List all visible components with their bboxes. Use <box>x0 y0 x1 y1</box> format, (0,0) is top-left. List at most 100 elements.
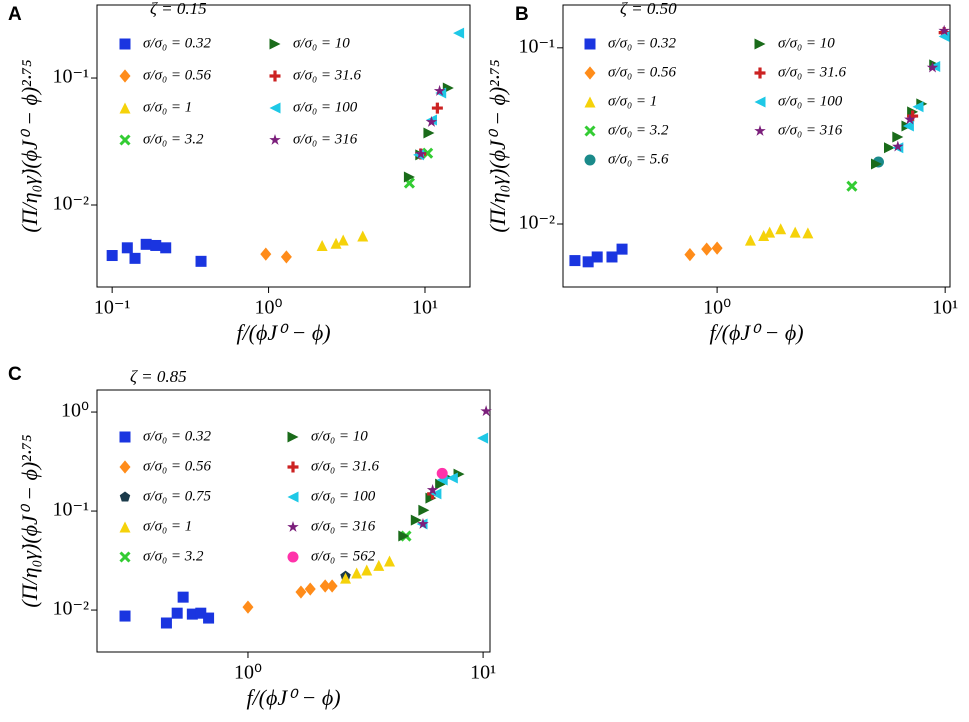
legend-label: σ/σ₀ = 100 <box>311 488 376 504</box>
marker <box>480 405 492 417</box>
legend-label: σ/σ₀ = 316 <box>311 518 376 534</box>
marker <box>430 488 442 500</box>
x-tick-label: 10⁰ <box>255 297 283 319</box>
legend-label: σ/σ₀ = 3.2 <box>143 131 204 147</box>
x-tick-label: 10¹ <box>470 662 496 684</box>
legend-marker <box>119 69 131 83</box>
marker <box>260 247 272 261</box>
marker <box>195 607 207 619</box>
marker <box>846 180 858 192</box>
y-tick-label: 10⁻¹ <box>52 66 89 88</box>
marker <box>435 478 447 490</box>
marker <box>904 113 916 125</box>
marker <box>775 223 787 235</box>
marker-stroke <box>119 551 131 563</box>
marker <box>423 127 435 139</box>
marker <box>410 514 422 526</box>
legend-marker <box>119 134 131 146</box>
marker <box>433 84 446 96</box>
x-axis-label: f/(ϕJ⁰ − ϕ) <box>709 320 803 345</box>
marker <box>316 239 328 251</box>
legend-label: σ/σ₀ = 100 <box>293 99 358 115</box>
marker <box>802 227 814 239</box>
marker <box>422 147 434 159</box>
marker <box>684 248 696 262</box>
y-tick-label: 10⁻¹ <box>52 499 89 521</box>
panel-title: ζ = 0.15 <box>150 0 207 18</box>
x-tick-label: 10⁰ <box>234 662 262 684</box>
y-tick-label: 10⁻² <box>52 193 89 215</box>
marker <box>789 226 801 238</box>
legend-marker <box>584 125 596 137</box>
legend-marker <box>584 154 596 166</box>
marker <box>160 617 172 629</box>
marker <box>926 61 939 73</box>
marker <box>106 250 118 262</box>
panel-title: ζ = 0.85 <box>130 367 187 386</box>
marker-stroke <box>119 134 131 146</box>
legend-marker <box>269 133 281 145</box>
legend-marker <box>584 66 596 80</box>
legend-label: σ/σ₀ = 31.6 <box>778 64 847 80</box>
y-tick-label: 10⁻¹ <box>518 35 555 57</box>
legend-label: σ/σ₀ = 0.75 <box>143 488 212 504</box>
plot-frame <box>96 4 471 288</box>
panel-letter: A <box>8 4 22 25</box>
y-axis-label: (Π/η₀γ̇)(ϕJ⁰ − ϕ)²·⁷⁵ <box>17 59 42 232</box>
marker <box>171 607 183 619</box>
marker <box>295 585 307 599</box>
marker <box>912 101 924 113</box>
marker <box>119 610 131 622</box>
x-axis-label: f/(ϕJ⁰ − ϕ) <box>236 320 330 345</box>
marker <box>417 517 429 529</box>
marker-stroke <box>584 125 596 137</box>
marker <box>304 582 316 596</box>
marker <box>121 242 133 254</box>
marker <box>177 591 189 603</box>
marker <box>384 555 396 567</box>
legend-marker <box>584 38 596 50</box>
legend-label: σ/σ₀ = 316 <box>778 122 843 138</box>
legend-marker <box>269 70 281 82</box>
legend-label: σ/σ₀ = 3.2 <box>608 122 669 138</box>
marker <box>871 158 883 170</box>
marker <box>340 572 352 584</box>
legend-label: σ/σ₀ = 316 <box>293 131 358 147</box>
marker <box>195 255 207 267</box>
legend-marker <box>119 431 131 443</box>
y-tick-label: 10⁻² <box>518 212 555 234</box>
marker <box>403 171 415 183</box>
legend-label: σ/σ₀ = 0.32 <box>143 35 212 51</box>
legend-label: σ/σ₀ = 0.56 <box>608 64 677 80</box>
legend-marker <box>119 491 131 502</box>
marker <box>426 483 439 495</box>
legend-marker <box>584 96 596 108</box>
legend-marker <box>269 102 281 114</box>
legend-label: σ/σ₀ = 100 <box>778 93 843 109</box>
marker <box>606 251 618 263</box>
y-axis-label: (Π/η₀γ̇)(ϕJ⁰ − ϕ)²·⁷⁵ <box>485 59 510 232</box>
marker <box>361 564 373 576</box>
marker <box>242 600 254 614</box>
marker <box>160 242 172 254</box>
marker <box>938 24 950 36</box>
x-tick-label: 10¹ <box>412 297 438 319</box>
marker <box>330 237 342 249</box>
legend-label: σ/σ₀ = 3.2 <box>143 548 204 564</box>
legend-marker <box>287 520 299 532</box>
marker <box>326 579 338 593</box>
marker <box>582 256 594 268</box>
legend-label: σ/σ₀ = 5.6 <box>608 151 669 167</box>
marker <box>591 251 603 263</box>
marker-stroke <box>403 177 415 189</box>
legend-label: σ/σ₀ = 0.32 <box>608 35 677 51</box>
marker <box>186 608 198 620</box>
panel-title: ζ = 0.50 <box>620 0 677 18</box>
marker <box>431 102 443 114</box>
marker <box>418 504 430 516</box>
marker <box>357 230 369 242</box>
marker <box>711 241 723 255</box>
legend-label: σ/σ₀ = 0.56 <box>143 67 212 83</box>
x-tick-label: 10⁻¹ <box>94 297 131 319</box>
